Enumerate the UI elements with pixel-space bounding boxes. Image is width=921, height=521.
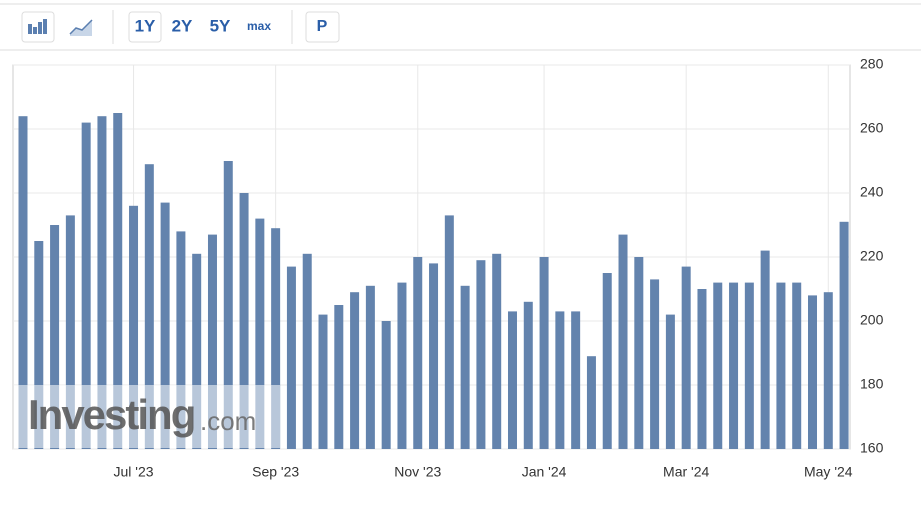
y-tick-label: 280 — [860, 56, 884, 72]
bar — [397, 282, 407, 449]
bar — [444, 215, 454, 449]
bar — [223, 161, 233, 449]
bar — [18, 116, 28, 449]
bar — [97, 116, 107, 449]
bar — [302, 253, 312, 449]
price-button-label[interactable]: P — [317, 18, 328, 35]
bar — [823, 292, 833, 449]
bar — [539, 257, 549, 449]
x-tick-label: Nov '23 — [394, 464, 441, 480]
range-button-label[interactable]: max — [247, 19, 271, 33]
bar — [713, 282, 723, 449]
bar — [760, 250, 770, 449]
range-button-label[interactable]: 2Y — [172, 16, 193, 35]
bar-chart-icon — [28, 19, 47, 34]
y-tick-label: 260 — [860, 120, 884, 136]
bar — [808, 295, 817, 449]
bar — [350, 292, 360, 449]
bar — [792, 282, 802, 449]
bar — [507, 311, 517, 449]
bar — [144, 164, 154, 449]
range-button-selected[interactable] — [128, 11, 162, 43]
bar — [492, 253, 502, 449]
bar — [50, 225, 60, 449]
watermark-brand: Investing — [28, 391, 194, 438]
x-tick-label: Mar '24 — [663, 464, 709, 480]
bar — [239, 193, 249, 449]
bar — [618, 234, 628, 449]
bar — [729, 282, 739, 449]
bar — [839, 221, 849, 449]
price-button[interactable] — [305, 11, 340, 43]
bar — [129, 205, 139, 449]
bar — [113, 113, 123, 449]
line-chart-button[interactable] — [69, 19, 93, 36]
bar — [365, 285, 375, 449]
bar — [413, 257, 423, 449]
bar — [286, 266, 296, 449]
bar — [176, 231, 186, 449]
bar — [65, 215, 75, 449]
bar — [160, 202, 170, 449]
bar — [555, 311, 565, 449]
bar — [776, 282, 786, 449]
range-button-label[interactable]: 1Y — [135, 16, 156, 35]
watermark-suffix: .com — [200, 406, 256, 436]
y-tick-label: 240 — [860, 184, 884, 200]
bar — [255, 218, 265, 449]
bar — [571, 311, 581, 449]
bar — [523, 301, 533, 449]
bar — [334, 305, 344, 449]
x-tick-label: Jan '24 — [522, 464, 567, 480]
bar — [634, 257, 644, 449]
bar — [207, 234, 217, 449]
x-tick-label: May '24 — [804, 464, 853, 480]
bar — [271, 228, 281, 449]
bar — [81, 122, 91, 449]
bar — [192, 253, 202, 449]
bar — [429, 263, 439, 449]
bar — [665, 314, 675, 449]
x-tick-label: Jul '23 — [114, 464, 154, 480]
bar — [681, 266, 691, 449]
bar — [381, 321, 391, 449]
bar — [476, 260, 486, 449]
y-tick-label: 200 — [860, 312, 884, 328]
bar — [34, 241, 44, 449]
y-tick-label: 220 — [860, 248, 884, 264]
x-tick-label: Sep '23 — [252, 464, 299, 480]
y-tick-label: 180 — [860, 376, 884, 392]
range-button-label[interactable]: 5Y — [210, 16, 231, 35]
bar — [318, 314, 328, 449]
watermark-backdrop — [14, 385, 280, 448]
bar — [650, 279, 660, 449]
bar — [744, 282, 754, 449]
bar — [460, 285, 470, 449]
bar — [602, 273, 612, 449]
bar — [586, 356, 596, 449]
y-tick-label: 160 — [860, 440, 884, 456]
bar — [697, 289, 707, 449]
